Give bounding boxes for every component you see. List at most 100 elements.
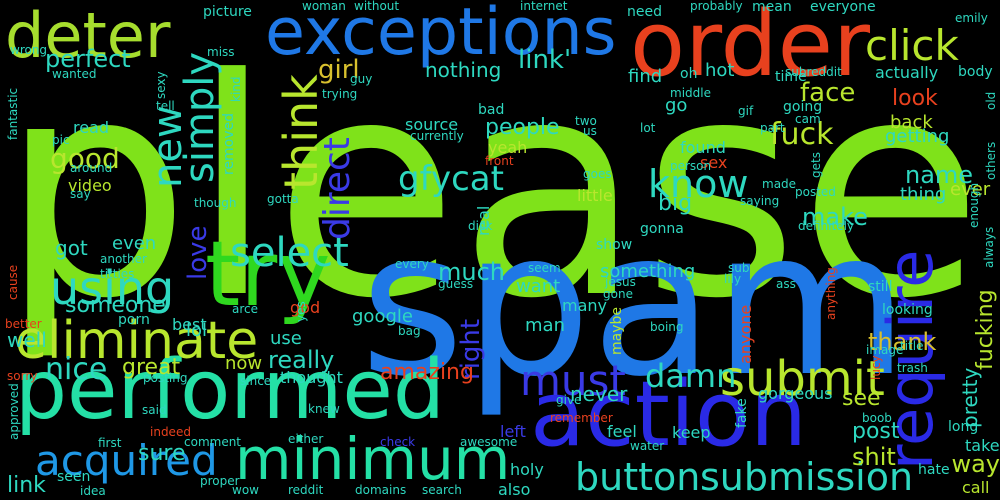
word-back: back [890, 112, 933, 133]
word-hot: hot [705, 60, 735, 81]
word-post: post [852, 419, 900, 444]
word-please: please [0, 15, 984, 364]
word-call: call [962, 478, 990, 497]
word-read: read [73, 118, 110, 137]
word-button: button [575, 455, 701, 499]
word-guess: guess [438, 277, 474, 291]
word-reddit: reddit [288, 483, 324, 497]
word-currently: currently [410, 129, 464, 143]
word-enough: enough [967, 182, 981, 228]
word-guy: guy [350, 72, 373, 86]
word-gets: gets [809, 152, 823, 178]
word-titties: titties [100, 267, 135, 281]
word-video: video [68, 176, 112, 195]
word-shit: shit [852, 443, 896, 471]
word-well: well [7, 328, 47, 352]
word-got: got [55, 236, 88, 260]
word-others: others [984, 141, 998, 180]
word-use: use [270, 328, 302, 349]
word-need: need [627, 4, 662, 20]
word-action: action [530, 362, 808, 467]
word-great: great [122, 355, 181, 380]
word-good: good [50, 142, 120, 175]
word-thank: thank [868, 328, 937, 356]
word-amazing: amazing [380, 360, 474, 385]
word-lily: lily [724, 272, 742, 286]
word-source: source [405, 115, 459, 134]
word-nothing: nothing [425, 58, 502, 82]
word-seem: seem [528, 261, 561, 275]
word-fantastic: fantastic [6, 87, 20, 140]
word-take: take [965, 436, 1000, 455]
word-wrong: wrong [10, 43, 48, 57]
word-cam: cam [795, 112, 821, 126]
word-nice: nice [45, 352, 108, 387]
word-simply: simply [177, 51, 223, 183]
word-thing: thing [900, 184, 947, 205]
word-miss: miss [207, 45, 235, 59]
word-now: now [225, 353, 263, 374]
word-us: us [583, 124, 597, 138]
word-indeed: indeed [150, 425, 191, 439]
word-go: go [665, 95, 688, 116]
word-saying: saying [740, 194, 780, 208]
word-boing: boing [650, 320, 684, 334]
word-kind: kind [229, 76, 243, 102]
word-say: say [70, 187, 91, 201]
word-anything: anything [824, 267, 838, 320]
word-give: give [556, 393, 582, 407]
word-always: always [982, 226, 996, 268]
word-sex: sex [700, 153, 728, 172]
word-bag: bag [398, 324, 421, 338]
word-lot: lot [640, 121, 656, 135]
word-trying: trying [322, 87, 358, 101]
word-domains: domains [355, 483, 407, 497]
word-want: want [516, 276, 561, 297]
word-show: show [596, 237, 633, 253]
word-said: said [142, 403, 167, 417]
word-gfycat: gfycat [398, 159, 504, 199]
word-deter: deter [5, 0, 171, 72]
word-yeah: yeah [488, 138, 528, 157]
word-picture: picture [203, 4, 252, 20]
word-link: link [7, 473, 46, 498]
word-performed: performed [15, 343, 445, 438]
word-feel: feel [607, 422, 637, 441]
word-yes: yes [294, 301, 308, 322]
word-something: something [600, 261, 696, 282]
word-oh: oh [680, 66, 698, 82]
word-ever: ever [950, 179, 991, 200]
word-part: part [760, 121, 785, 135]
word-knew: knew [308, 402, 340, 416]
word-time: time [775, 69, 807, 85]
word-ass: ass [776, 277, 796, 291]
word-check: check [380, 435, 416, 449]
word-love: love [183, 225, 213, 280]
word-click: click [865, 21, 959, 70]
word-long: long [948, 419, 979, 435]
word-submit: submit [720, 351, 885, 407]
word-old: old [984, 91, 998, 110]
word-direct: direct [317, 137, 358, 240]
word-search: search [422, 483, 462, 497]
word-proper: proper [200, 474, 240, 488]
word-body: body [958, 64, 993, 80]
word-link: link' [518, 45, 572, 75]
word-keep: keep [672, 423, 711, 442]
word-fucking: fucking [973, 289, 998, 370]
word-fuck: fuck [770, 117, 834, 152]
word-select: select [230, 230, 349, 276]
word-holy: holy [510, 460, 544, 479]
word-also: also [498, 480, 531, 499]
word-remember: remember [550, 411, 613, 425]
word-look: look [892, 86, 938, 111]
word-submission: submission [700, 455, 914, 499]
word-maybe: maybe [609, 306, 625, 355]
word-emily: emily [955, 11, 988, 25]
word-really: really [268, 346, 335, 374]
word-minimum: minimum [235, 425, 511, 493]
word-boob: boob [862, 411, 892, 425]
word-arce: arce [232, 302, 259, 316]
word-much: much [438, 258, 505, 286]
word-better: better [5, 317, 42, 331]
